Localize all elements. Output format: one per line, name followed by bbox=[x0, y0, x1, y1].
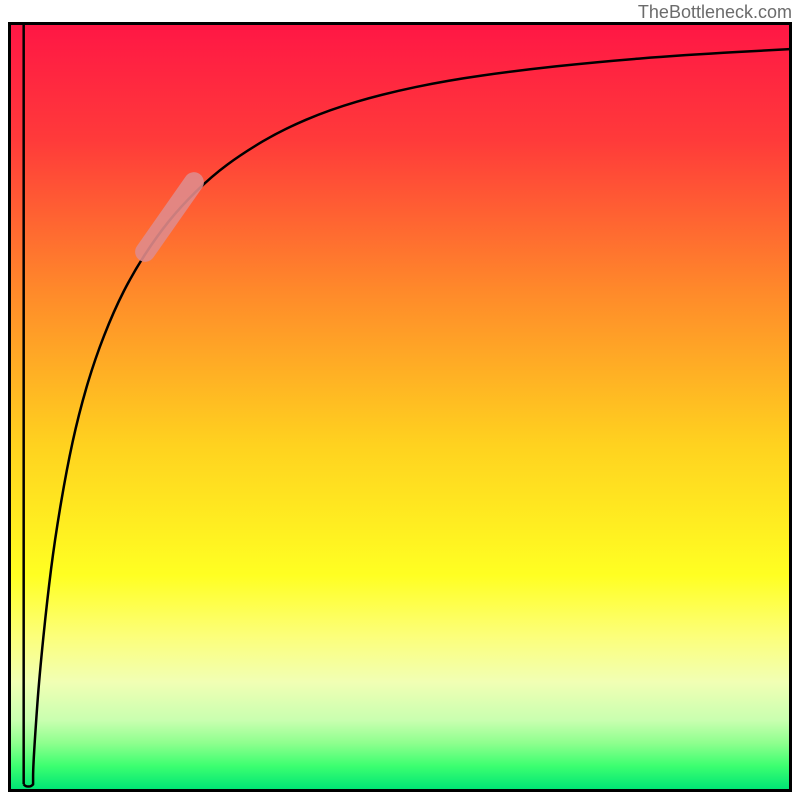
bottleneck-chart bbox=[8, 22, 792, 792]
dip-arc bbox=[24, 784, 33, 786]
watermark-text: TheBottleneck.com bbox=[638, 2, 792, 23]
chart-curve-layer bbox=[8, 22, 792, 792]
bottleneck-curve bbox=[33, 49, 792, 784]
